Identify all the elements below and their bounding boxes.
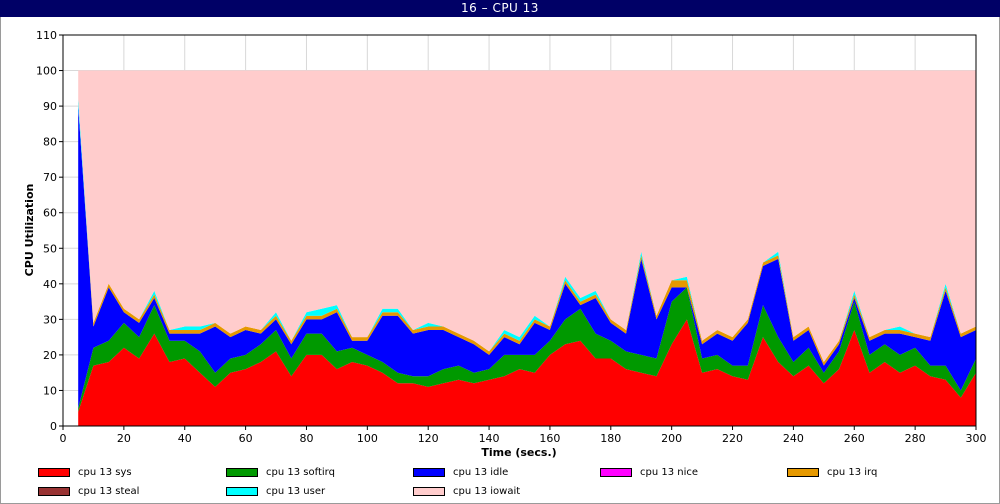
x-tick-label: 240 [783,432,804,445]
x-tick-label: 200 [661,432,682,445]
x-tick-label: 100 [357,432,378,445]
legend-swatch [413,487,445,496]
x-tick-label: 60 [239,432,253,445]
x-tick-label: 160 [539,432,560,445]
legend-swatch [226,487,258,496]
y-tick-label: 10 [43,384,57,397]
x-tick-label: 140 [479,432,500,445]
y-tick-label: 90 [43,100,57,113]
x-axis-label: Time (secs.) [481,446,556,459]
stacked-areas [78,70,976,426]
x-tick-label: 300 [966,432,987,445]
legend-swatch [413,468,445,477]
legend-swatch [38,487,70,496]
y-tick-label: 110 [36,29,57,42]
y-tick-label: 40 [43,278,57,291]
x-tick-label: 40 [178,432,192,445]
area-cpu-13-idle [78,106,976,409]
legend-item: cpu 13 steal [38,486,139,497]
x-tick-label: 80 [299,432,313,445]
x-tick-label: 180 [600,432,621,445]
y-tick-label: 70 [43,171,57,184]
legend-swatch [38,468,70,477]
x-tick-label: 20 [117,432,131,445]
legend-swatch [600,468,632,477]
area-cpu-13-softirq [78,287,976,412]
y-tick-label: 0 [50,420,57,433]
x-tick-label: 0 [60,432,67,445]
axes: 0 10 20 30 40 50 60 70 80 90 100 110 0 20 40 60 80 100 120… [36,29,987,445]
legend-item: cpu 13 softirq [226,467,335,478]
x-tick-label: 280 [905,432,926,445]
y-tick-label: 20 [43,349,57,362]
window-title: 16 – CPU 13 [0,0,1000,17]
y-tick-label: 80 [43,136,57,149]
legend-label: cpu 13 irq [827,467,878,478]
legend-label: cpu 13 sys [78,467,132,478]
x-tick-label: 220 [722,432,743,445]
area-cpu-13-sys [78,319,976,426]
legend-swatch [226,468,258,477]
legend-label: cpu 13 softirq [266,467,335,478]
y-tick-label: 60 [43,207,57,220]
legend-swatch [787,468,819,477]
y-tick-label: 100 [36,65,57,78]
legend: cpu 13 sys cpu 13 softirq cpu 13 idle cpu 1… [0,462,1000,502]
legend-item: cpu 13 irq [787,467,877,478]
legend-label: cpu 13 steal [78,486,140,497]
legend-label: cpu 13 idle [453,467,509,478]
legend-item: cpu 13 user [226,486,325,497]
legend-label: cpu 13 iowait [453,486,521,497]
y-tick-label: 30 [43,313,57,326]
plot-border [62,34,977,427]
x-tick-label: 120 [418,432,439,445]
legend-item: cpu 13 idle [413,467,508,478]
x-tick-label: 260 [844,432,865,445]
y-tick-label: 50 [43,242,57,255]
legend-item: cpu 13 nice [600,467,698,478]
legend-item: cpu 13 sys [38,467,132,478]
y-axis-label: CPU Utilization [23,184,36,277]
legend-label: cpu 13 nice [640,467,699,478]
area-cpu-13-iowait [78,70,976,362]
legend-item: cpu 13 iowait [413,486,520,497]
legend-label: cpu 13 user [266,486,326,497]
